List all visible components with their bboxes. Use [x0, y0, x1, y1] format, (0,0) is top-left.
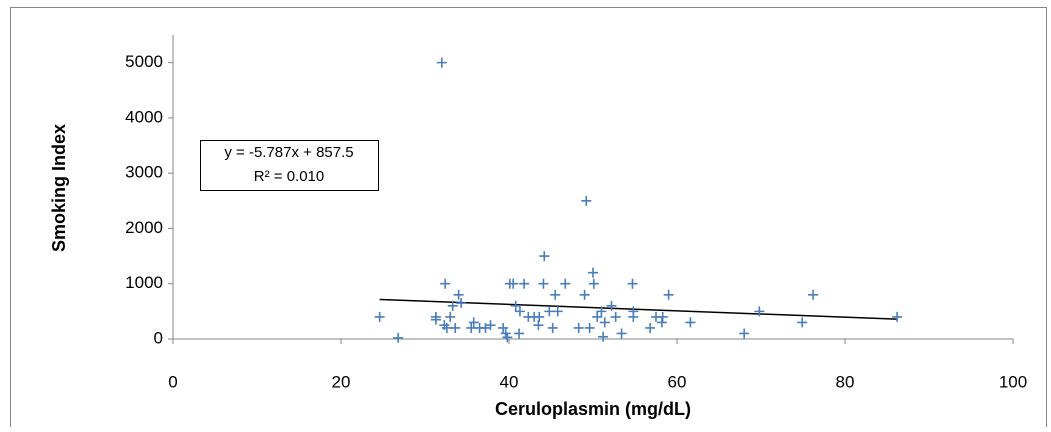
point	[592, 311, 603, 322]
point	[440, 278, 451, 289]
point	[588, 278, 599, 289]
point	[573, 322, 584, 333]
x-tick-label: 60	[668, 372, 687, 391]
point	[610, 311, 621, 322]
y-tick-label: 2000	[125, 218, 163, 237]
x-tick-label: 100	[999, 372, 1027, 391]
point	[547, 322, 558, 333]
point	[657, 311, 668, 322]
point	[539, 251, 550, 262]
point	[480, 322, 491, 333]
point	[510, 300, 521, 311]
point	[485, 320, 496, 331]
x-tick-label: 80	[836, 372, 855, 391]
y-tick-label: 0	[154, 328, 163, 347]
point	[453, 289, 464, 300]
equation-box	[200, 140, 379, 191]
y-tick-label: 1000	[125, 273, 163, 292]
trend-r2: R² = 0.010	[254, 168, 324, 185]
point	[739, 328, 750, 339]
point	[441, 322, 452, 333]
point	[430, 314, 441, 325]
point	[538, 278, 549, 289]
trend-equation: y = -5.787x + 857.5	[224, 144, 353, 161]
point	[656, 317, 667, 328]
point	[596, 306, 607, 317]
point	[598, 331, 609, 342]
point	[456, 298, 467, 309]
point	[606, 300, 617, 311]
point	[393, 332, 404, 343]
x-tick-label: 40	[500, 372, 519, 391]
point	[685, 317, 696, 328]
point	[579, 289, 590, 300]
x-tick-label: 20	[332, 372, 351, 391]
point	[436, 57, 447, 68]
x-tick-label: 0	[168, 372, 177, 391]
point	[892, 311, 903, 322]
point	[599, 317, 610, 328]
y-tick-label: 3000	[125, 163, 163, 182]
point	[797, 317, 808, 328]
point	[450, 322, 461, 333]
point	[519, 278, 530, 289]
point	[374, 311, 385, 322]
point	[445, 311, 456, 322]
point	[550, 289, 561, 300]
point	[584, 322, 595, 333]
point	[628, 306, 639, 317]
point	[627, 278, 638, 289]
point	[552, 306, 563, 317]
point	[447, 300, 458, 311]
point	[514, 328, 525, 339]
point	[616, 328, 627, 339]
point	[544, 306, 555, 317]
y-axis-label: Smoking Index	[49, 124, 69, 252]
point	[508, 278, 519, 289]
y-tick-label: 4000	[125, 107, 163, 126]
point	[533, 320, 544, 331]
point	[645, 322, 656, 333]
point	[466, 322, 477, 333]
point	[560, 278, 571, 289]
x-axis-label: Ceruloplasmin (mg/dL)	[495, 399, 691, 419]
chart-frame	[10, 7, 1047, 432]
point	[468, 317, 479, 328]
point	[534, 311, 545, 322]
point	[663, 289, 674, 300]
point	[498, 322, 509, 333]
point	[754, 306, 765, 317]
point	[581, 195, 592, 206]
point	[588, 267, 598, 278]
point	[808, 289, 819, 300]
point	[514, 306, 525, 317]
y-tick-label: 5000	[125, 52, 163, 71]
point	[502, 332, 513, 343]
